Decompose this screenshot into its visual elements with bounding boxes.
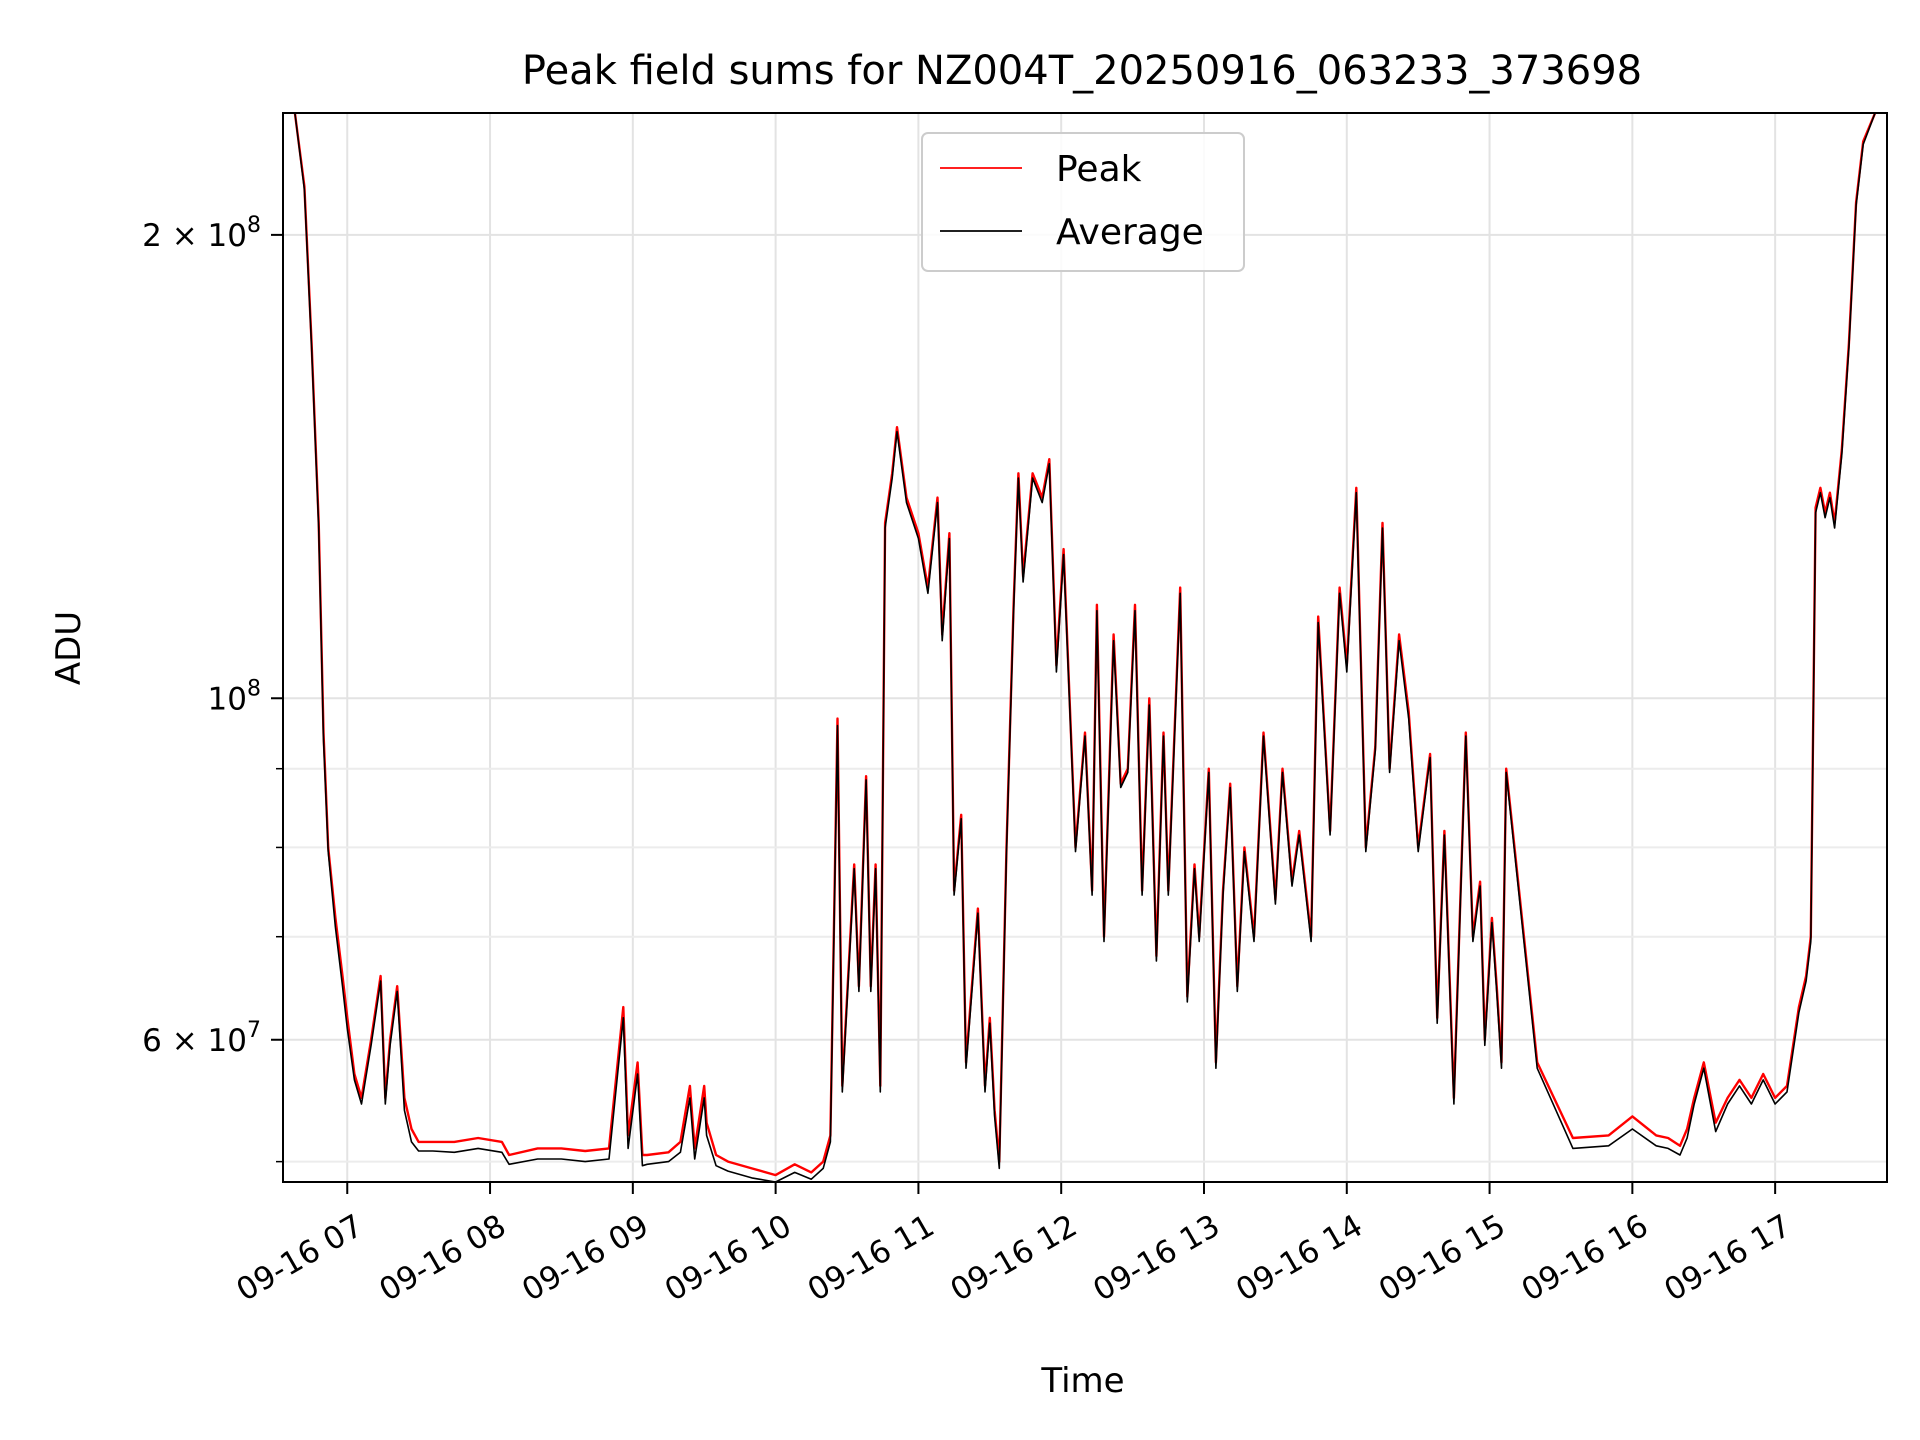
y-tick-base: 10 — [208, 218, 247, 254]
y-axis-label: ADU — [49, 611, 89, 685]
legend-label-average: Average — [1056, 212, 1204, 253]
y-tick-exponent: 8 — [247, 676, 261, 701]
y-tick-base: 10 — [208, 681, 247, 717]
y-tick-times: × — [162, 218, 208, 254]
x-axis-label: Time — [1040, 1361, 1124, 1401]
y-tick-mantissa: 6 — [142, 1023, 162, 1059]
y-tick-label: 6 × 107 — [142, 1018, 261, 1059]
series-layer — [293, 113, 1877, 1182]
legend-label-peak: Peak — [1056, 149, 1142, 190]
legend: Peak Average — [921, 132, 1245, 272]
y-tick-mantissa: 2 — [142, 218, 162, 254]
y-tick-exponent: 7 — [247, 1018, 261, 1043]
chart-title: Peak field sums for NZ004T_20250916_0632… — [522, 48, 1642, 94]
plot-frame — [282, 112, 1888, 1183]
y-tick-exponent: 8 — [247, 213, 261, 238]
y-tick-label: 2 × 108 — [142, 213, 261, 254]
series-line-average — [294, 113, 1876, 1182]
y-tick-label: 108 — [208, 676, 261, 717]
y-tick-base: 10 — [208, 1023, 247, 1059]
y-tick-times: × — [162, 1023, 208, 1059]
